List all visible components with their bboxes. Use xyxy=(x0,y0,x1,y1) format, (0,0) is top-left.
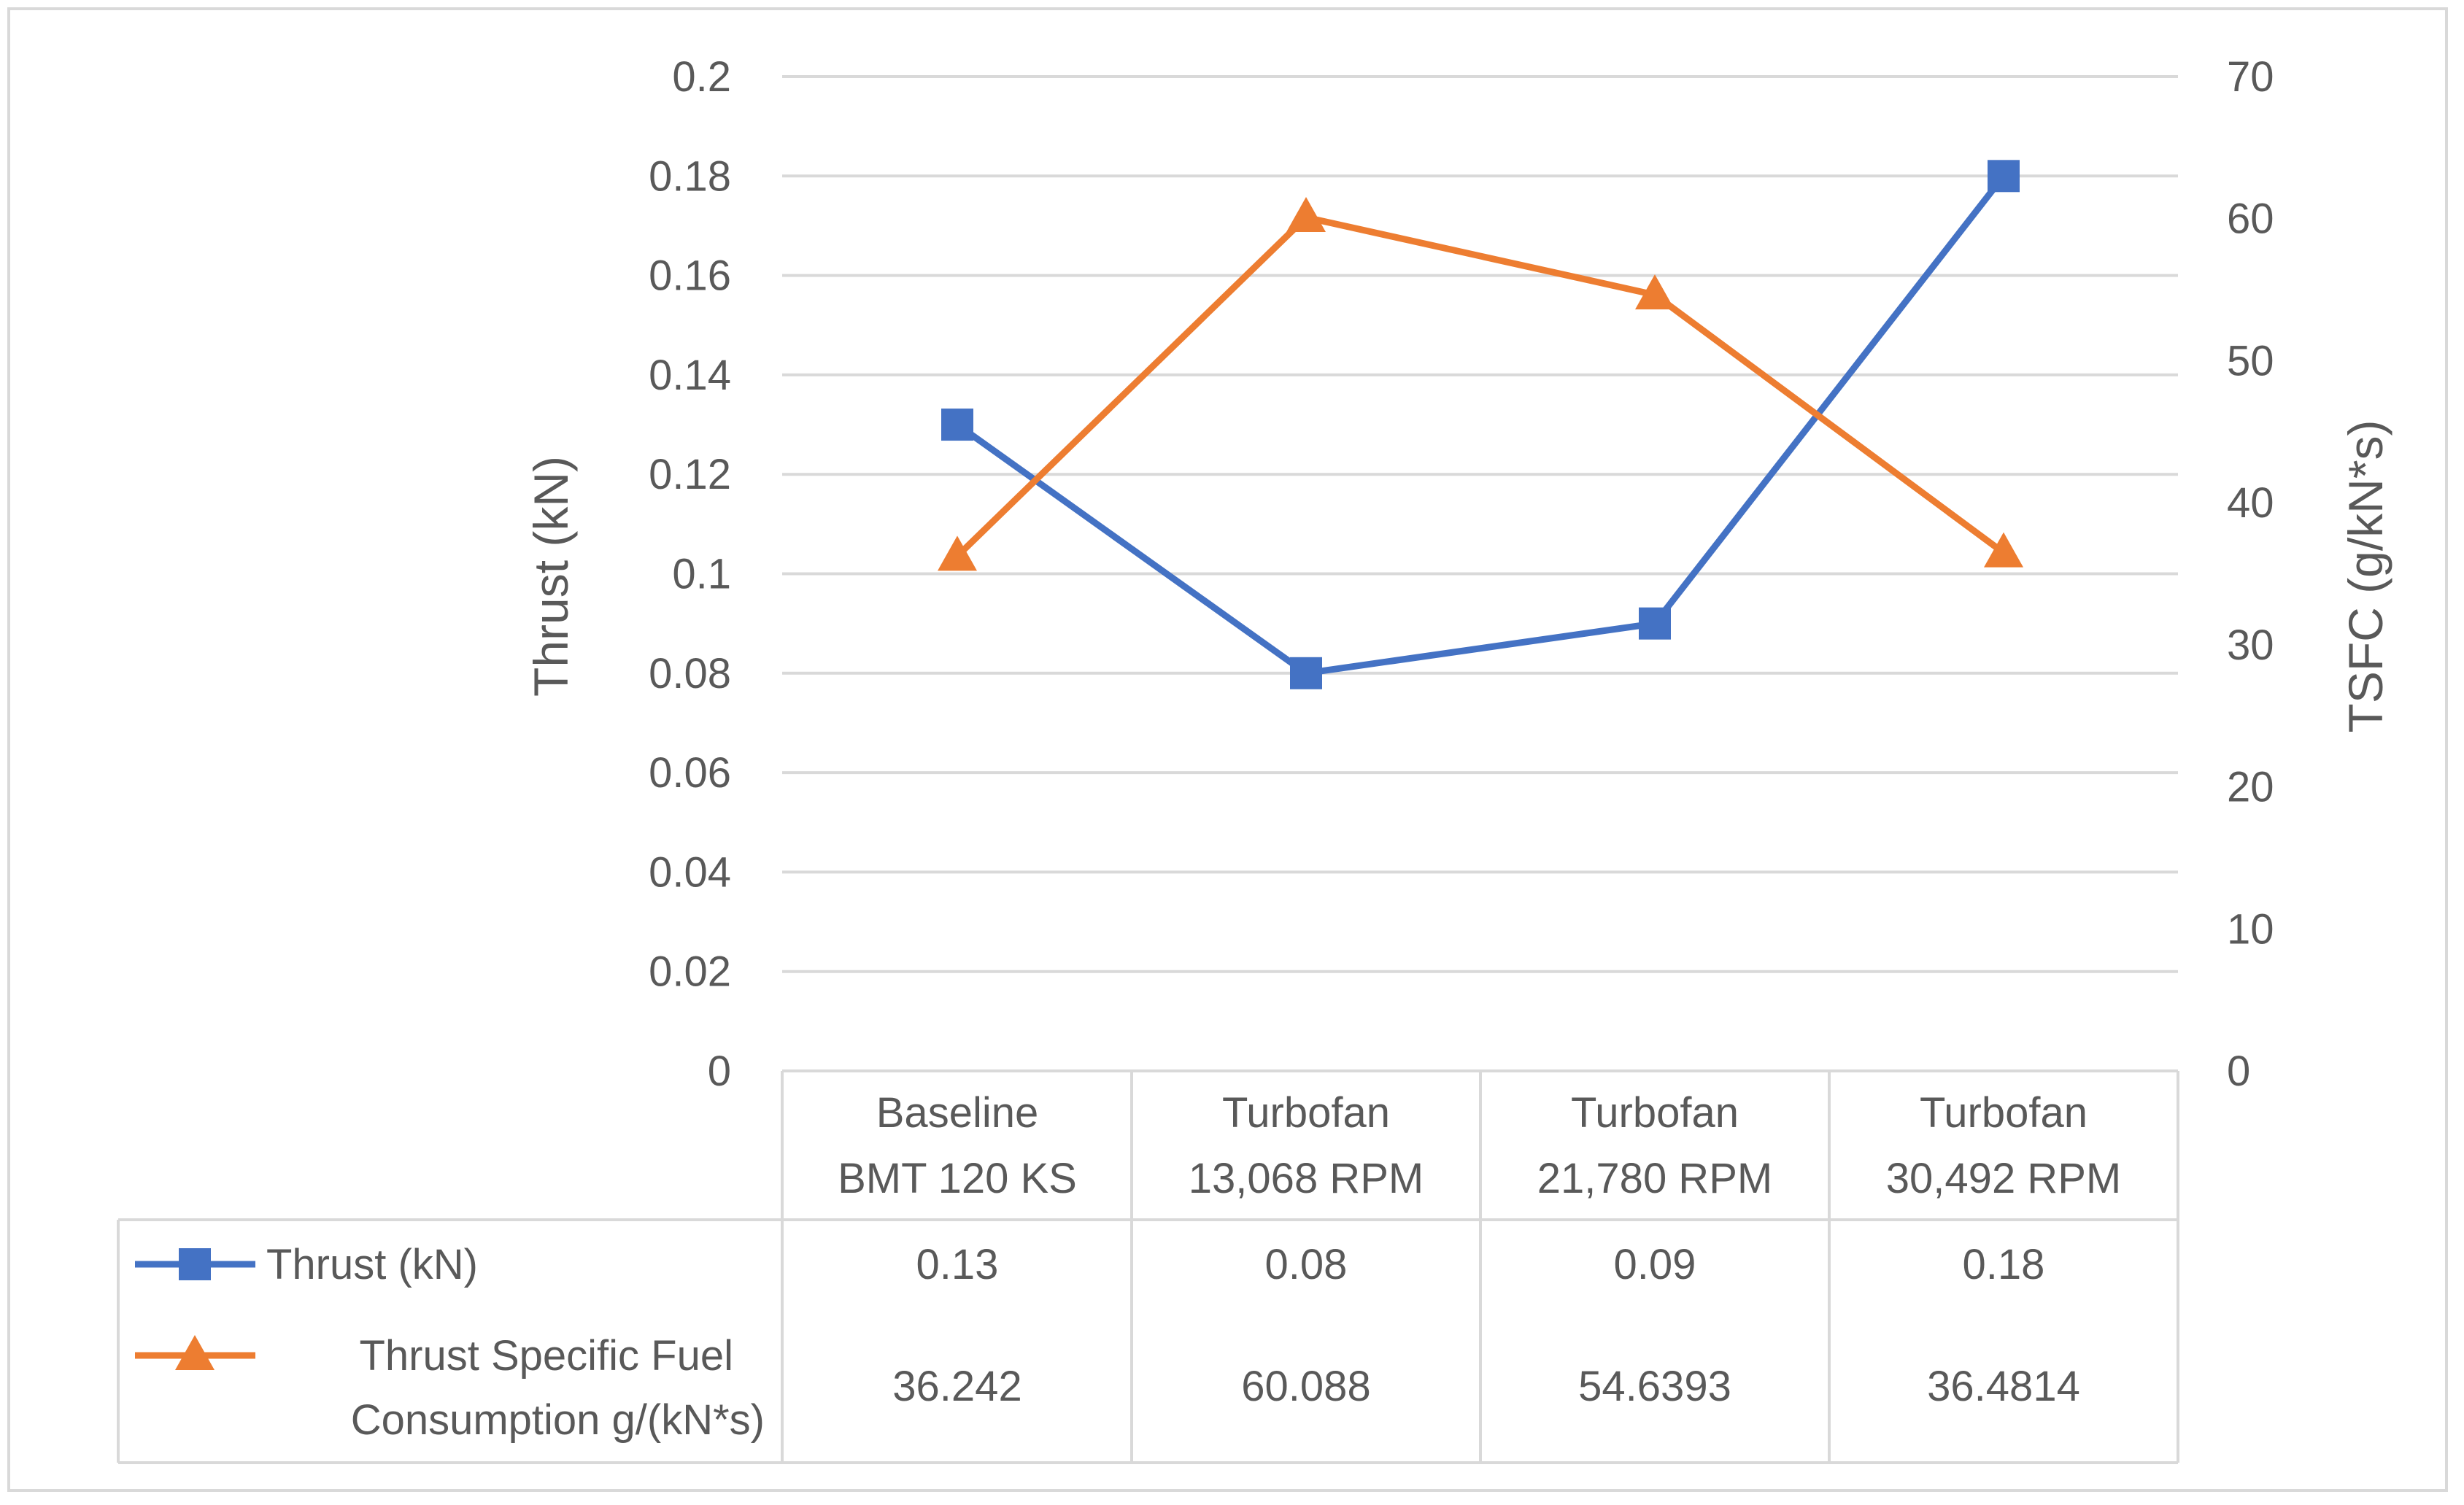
tsfc-marker xyxy=(1635,274,1675,310)
y-left-tick-label: 0.06 xyxy=(649,749,731,797)
table-value: 36.4814 xyxy=(1927,1363,2080,1410)
y-left-tick-label: 0.2 xyxy=(672,53,731,101)
y-left-tick-label: 0.1 xyxy=(672,551,731,598)
y-right-tick-label: 60 xyxy=(2227,196,2274,243)
y-right-tick-label: 70 xyxy=(2227,53,2274,101)
y-right-tick-label: 10 xyxy=(2227,905,2274,953)
category-label: Turbofan xyxy=(1222,1089,1390,1137)
category-label: 13,068 RPM xyxy=(1189,1155,1424,1202)
y-right-tick-label: 50 xyxy=(2227,337,2274,384)
y-right-tick-label: 0 xyxy=(2227,1048,2250,1095)
y-right-tick-label: 40 xyxy=(2227,479,2274,527)
chart-frame xyxy=(7,7,2448,1492)
legend-swatch-triangle xyxy=(175,1335,215,1370)
y-left-tick-label: 0.18 xyxy=(649,152,731,200)
y-left-tick-label: 0.12 xyxy=(649,451,731,498)
category-label: Turbofan xyxy=(1571,1089,1739,1137)
legend-swatch-square xyxy=(179,1248,211,1280)
category-label: 21,780 RPM xyxy=(1537,1155,1772,1202)
legend-label: Thrust (kN) xyxy=(266,1241,478,1288)
y-left-tick-label: 0.14 xyxy=(649,352,731,399)
thrust-marker xyxy=(1639,607,1671,640)
category-label: Turbofan xyxy=(1920,1089,2088,1137)
y-right-tick-label: 30 xyxy=(2227,622,2274,669)
table-value: 54.6393 xyxy=(1578,1363,1731,1410)
y-left-tick-label: 0.02 xyxy=(649,948,731,996)
y-right-tick-label: 20 xyxy=(2227,764,2274,811)
y-right-axis-title: TSFC (g/kN*s) xyxy=(2339,420,2392,733)
table-value: 36.242 xyxy=(892,1363,1021,1410)
category-label: 30,492 RPM xyxy=(1886,1155,2121,1202)
thrust-marker xyxy=(1988,160,2020,193)
legend-label: Consumption g/(kN*s) xyxy=(351,1396,765,1444)
table-value: 0.08 xyxy=(1265,1241,1348,1288)
y-left-axis-title: Thrust (kN) xyxy=(524,456,578,697)
tsfc-marker xyxy=(938,535,977,571)
table-value: 0.09 xyxy=(1614,1241,1696,1288)
tsfc-marker xyxy=(1286,197,1326,233)
thrust-marker xyxy=(1290,657,1322,689)
y-left-tick-label: 0.16 xyxy=(649,252,731,300)
table-value: 60.088 xyxy=(1241,1363,1370,1410)
category-label: BMT 120 KS xyxy=(838,1155,1077,1202)
thrust-marker xyxy=(941,409,973,441)
y-left-tick-label: 0.04 xyxy=(649,848,731,896)
legend-label: Thrust Specific Fuel xyxy=(359,1332,733,1380)
series-line-thrust xyxy=(955,174,2007,677)
category-label: Baseline xyxy=(876,1089,1038,1137)
table-value: 0.13 xyxy=(916,1241,999,1288)
table-value: 0.18 xyxy=(1963,1241,2045,1288)
y-left-tick-label: 0.08 xyxy=(649,650,731,697)
series-line-tsfc xyxy=(954,214,2006,559)
tsfc-marker xyxy=(1984,532,2023,568)
y-left-tick-label: 0 xyxy=(708,1048,731,1095)
